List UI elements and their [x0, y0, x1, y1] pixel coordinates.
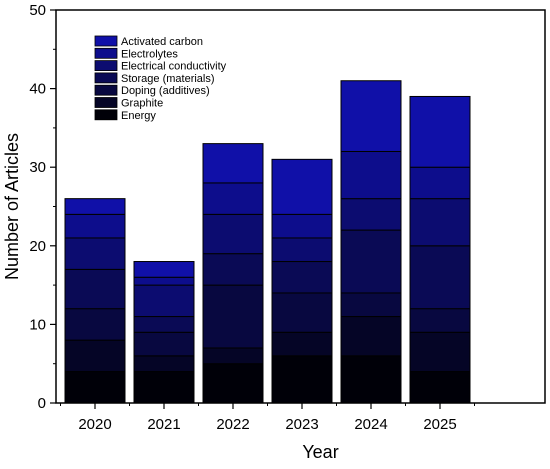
x-tick-label: 2022	[216, 416, 249, 433]
bar-segment-2025-2	[409, 308, 471, 333]
legend-swatch	[94, 97, 118, 108]
bar-segment-2020-2	[64, 308, 126, 341]
bar-segment-2022-2	[202, 284, 264, 349]
bar-segment-2025-4	[409, 198, 471, 247]
legend-label: Electrical conductivity	[121, 61, 227, 73]
legend-swatch	[94, 35, 118, 47]
bar-segment-2023-6	[271, 158, 333, 215]
bar-segment-2025-6	[409, 95, 471, 168]
x-tick-label: 2025	[423, 416, 456, 433]
bar-segment-2020-3	[64, 268, 126, 310]
bar-segment-2020-1	[64, 339, 126, 373]
bar-segment-2025-0	[409, 371, 471, 404]
bar-segment-2020-6	[64, 198, 126, 215]
ticks-layer: 0 10 20 30 40 50 2020 2021 2022 2023 2024 2025	[29, 2, 475, 433]
legend-label: Activated carbon	[121, 36, 203, 48]
legend-label: Graphite	[121, 98, 163, 110]
legend-swatch	[94, 47, 118, 59]
bar-segment-2024-1	[340, 316, 402, 357]
bar-segment-2020-5	[64, 213, 126, 239]
legend-swatch	[94, 109, 118, 121]
x-tick-label: 2020	[78, 416, 111, 433]
bar-segment-2021-3	[133, 316, 195, 333]
bar-segment-2022-5	[202, 182, 264, 215]
x-axis-title: Year	[302, 442, 338, 462]
bar-segment-2021-4	[133, 284, 195, 318]
bar-segment-2020-4	[64, 237, 126, 270]
bar-segment-2024-6	[340, 80, 402, 152]
bar-segment-2022-6	[202, 143, 264, 184]
bar-segment-2024-3	[340, 229, 402, 294]
bar-segment-2024-0	[340, 355, 402, 404]
legend-swatch	[94, 60, 118, 71]
bar-segment-2023-3	[271, 261, 333, 294]
bar-segment-2024-5	[340, 150, 402, 200]
bar-segment-2022-1	[202, 347, 264, 365]
bar-segment-2021-5	[133, 276, 195, 286]
legend-label: Storage (materials)	[121, 73, 215, 85]
bars-layer	[64, 80, 471, 404]
bar-segment-2023-1	[271, 331, 333, 357]
y-tick-label: 20	[29, 238, 46, 255]
bar-segment-2022-3	[202, 253, 264, 286]
x-tick-label: 2023	[285, 416, 318, 433]
bar-segment-2020-0	[64, 371, 126, 404]
y-tick-label: 40	[29, 81, 46, 98]
legend-label: Electrolytes	[121, 48, 178, 60]
bar-segment-2022-4	[202, 213, 264, 255]
y-tick-label: 10	[29, 316, 46, 333]
bar-segment-2022-0	[202, 363, 264, 404]
bar-segment-2025-1	[409, 331, 471, 373]
y-tick-label: 30	[29, 159, 46, 176]
x-tick-label: 2024	[354, 416, 387, 433]
bar-segment-2025-5	[409, 166, 471, 200]
bar-segment-2023-5	[271, 213, 333, 239]
legend-label: Energy	[121, 110, 156, 122]
legend-swatch	[94, 84, 118, 96]
bar-segment-2023-2	[271, 292, 333, 333]
y-tick-label: 50	[29, 2, 46, 19]
bar-segment-2025-3	[409, 245, 471, 310]
bar-segment-2021-6	[133, 261, 195, 278]
bar-segment-2024-2	[340, 292, 402, 318]
legend-swatch	[94, 72, 118, 84]
y-axis-title: Number of Articles	[2, 133, 22, 280]
bar-segment-2021-0	[133, 371, 195, 404]
bar-segment-2021-2	[133, 331, 195, 357]
y-tick-label: 0	[38, 395, 46, 412]
bar-segment-2024-4	[340, 198, 402, 231]
bar-segment-2023-4	[271, 237, 333, 263]
legend-label: Doping (additives)	[121, 85, 210, 97]
bar-segment-2023-0	[271, 355, 333, 404]
bar-segment-2021-1	[133, 355, 195, 373]
x-tick-label: 2021	[147, 416, 180, 433]
